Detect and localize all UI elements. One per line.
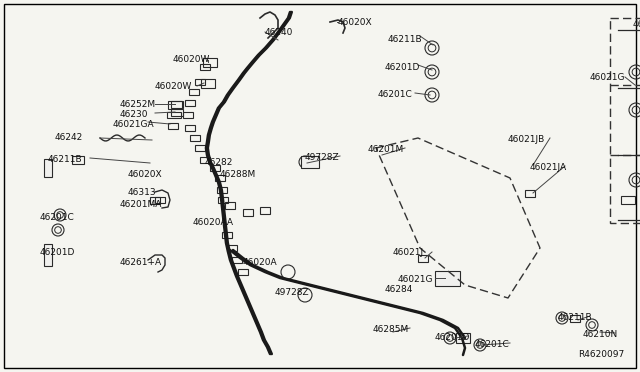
Bar bbox=[525, 189, 535, 196]
Bar bbox=[171, 109, 183, 115]
Text: 46021G: 46021G bbox=[398, 275, 433, 284]
Bar bbox=[195, 79, 205, 85]
Text: 46240: 46240 bbox=[265, 28, 293, 37]
Bar bbox=[227, 245, 237, 251]
Text: 46020X: 46020X bbox=[338, 18, 372, 27]
Bar bbox=[185, 125, 195, 131]
Bar bbox=[183, 112, 193, 118]
Text: 46211B: 46211B bbox=[388, 35, 422, 44]
Bar bbox=[190, 135, 200, 141]
Bar bbox=[621, 196, 635, 204]
Bar bbox=[200, 64, 210, 70]
Text: 46021J: 46021J bbox=[393, 248, 424, 257]
Bar bbox=[238, 269, 248, 275]
Text: 46201C: 46201C bbox=[378, 90, 413, 99]
Bar bbox=[189, 89, 199, 95]
Text: 49728Z: 49728Z bbox=[305, 153, 340, 162]
Text: 46201D: 46201D bbox=[40, 248, 76, 257]
Bar bbox=[232, 257, 242, 263]
Bar bbox=[167, 112, 181, 118]
Text: 46211B: 46211B bbox=[558, 313, 593, 322]
Bar bbox=[260, 206, 270, 214]
Text: 46284: 46284 bbox=[385, 285, 413, 294]
Bar bbox=[215, 175, 225, 181]
Bar bbox=[168, 101, 182, 109]
Text: 46020W: 46020W bbox=[173, 55, 211, 64]
Text: 46020W: 46020W bbox=[155, 82, 193, 91]
Bar bbox=[72, 156, 84, 164]
Text: 46021GA: 46021GA bbox=[113, 120, 155, 129]
Text: 46210N: 46210N bbox=[583, 330, 618, 339]
Text: 46282: 46282 bbox=[205, 158, 234, 167]
Bar bbox=[150, 196, 160, 203]
Bar bbox=[195, 145, 205, 151]
Text: 46242: 46242 bbox=[55, 133, 83, 142]
Text: 46021G: 46021G bbox=[633, 20, 640, 29]
Bar bbox=[171, 100, 183, 108]
Text: 46252M: 46252M bbox=[120, 100, 156, 109]
Bar bbox=[200, 157, 210, 163]
Text: 46201C: 46201C bbox=[40, 213, 75, 222]
Text: 46020X: 46020X bbox=[128, 170, 163, 179]
Bar bbox=[185, 100, 195, 106]
Text: 46201D: 46201D bbox=[385, 63, 420, 72]
Text: 46021JB: 46021JB bbox=[508, 135, 545, 144]
Text: 46285M: 46285M bbox=[373, 325, 409, 334]
Text: 46211B: 46211B bbox=[48, 155, 83, 164]
Bar bbox=[210, 165, 220, 171]
Bar bbox=[610, 18, 640, 223]
Text: 46230: 46230 bbox=[120, 110, 148, 119]
Bar bbox=[201, 78, 215, 87]
Bar bbox=[301, 156, 319, 168]
Bar bbox=[44, 244, 52, 266]
Text: 46020A: 46020A bbox=[243, 258, 278, 267]
Bar bbox=[217, 187, 227, 193]
Text: 46201C: 46201C bbox=[475, 340, 509, 349]
Bar bbox=[243, 208, 253, 215]
Bar bbox=[418, 254, 428, 262]
Text: 46021G: 46021G bbox=[590, 73, 625, 82]
Bar bbox=[456, 333, 470, 343]
Text: R4620097: R4620097 bbox=[578, 350, 624, 359]
Bar bbox=[155, 197, 165, 203]
Text: 46201D: 46201D bbox=[435, 333, 470, 342]
Bar bbox=[222, 232, 232, 238]
Text: 46021JA: 46021JA bbox=[530, 163, 567, 172]
Text: 46313: 46313 bbox=[128, 188, 157, 197]
Bar bbox=[218, 197, 228, 203]
Bar bbox=[570, 314, 580, 321]
Text: 46288M: 46288M bbox=[220, 170, 256, 179]
Bar bbox=[203, 58, 217, 67]
Text: 46261+A: 46261+A bbox=[120, 258, 162, 267]
Bar bbox=[225, 202, 235, 208]
Text: 46201MA: 46201MA bbox=[120, 200, 163, 209]
Bar bbox=[435, 270, 460, 285]
Text: 46201M: 46201M bbox=[368, 145, 404, 154]
Text: 46020AA: 46020AA bbox=[193, 218, 234, 227]
Bar bbox=[168, 123, 178, 129]
Bar bbox=[44, 159, 52, 177]
Text: 49728Z: 49728Z bbox=[275, 288, 310, 297]
